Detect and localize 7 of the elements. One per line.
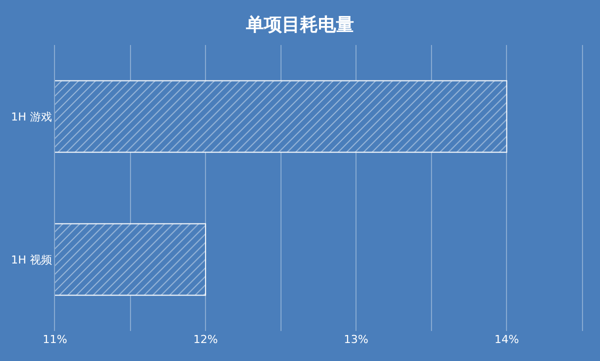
x-tick-label: 11% [42,333,68,346]
x-tick-label: 12% [193,333,218,346]
y-tick-label: 1H 视频 [11,253,52,266]
x-tick-label: 13% [344,333,368,346]
chart-title: 单项目耗电量 [245,14,354,36]
x-tick-label: 14% [494,333,519,346]
y-tick-label: 1H 游戏 [11,110,52,124]
